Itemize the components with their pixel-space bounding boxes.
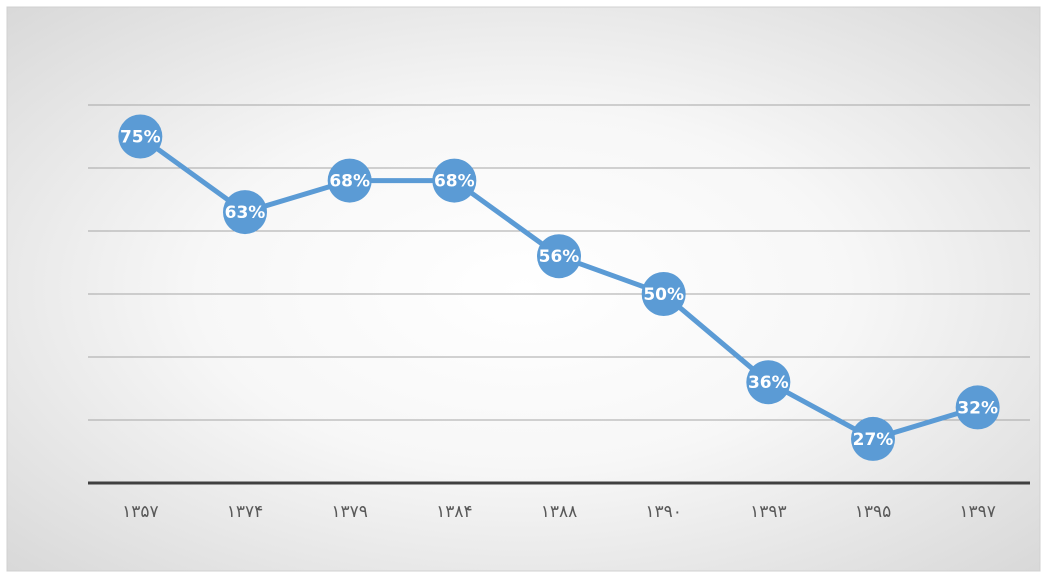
data-label: 75% <box>120 128 161 148</box>
point <box>955 385 1000 430</box>
x-tick-label: ۱۳۹۳ <box>750 502 787 522</box>
x-tick-label: ۱۳۷۹ <box>331 502 368 522</box>
x-tick-label: ۱۳۵۷ <box>122 502 159 522</box>
point <box>641 272 686 316</box>
x-tick-label: ۱۳۹۵ <box>855 502 892 522</box>
data-label: 68% <box>329 172 370 192</box>
chart-background <box>6 6 1041 572</box>
point <box>432 158 477 203</box>
point <box>851 416 895 461</box>
x-tick-label: ۱۳۷۴ <box>227 502 264 522</box>
data-label: 50% <box>643 285 684 305</box>
point <box>537 234 581 279</box>
x-tick-label: ۱۳۹۰ <box>645 502 682 522</box>
data-label: 36% <box>748 373 789 393</box>
point <box>746 360 791 405</box>
point <box>327 158 372 203</box>
data-label: 32% <box>957 398 998 418</box>
point <box>223 190 267 235</box>
data-label: 27% <box>853 430 894 450</box>
x-tick-label: ۱۳۸۴ <box>436 502 473 522</box>
data-label: 56% <box>539 247 580 267</box>
point <box>118 114 163 159</box>
x-tick-label: ۱۳۸۸ <box>541 502 578 522</box>
x-tick-label: ۱۳۹۷ <box>959 502 996 522</box>
data-label: 68% <box>434 172 475 192</box>
data-label: 63% <box>225 203 266 223</box>
